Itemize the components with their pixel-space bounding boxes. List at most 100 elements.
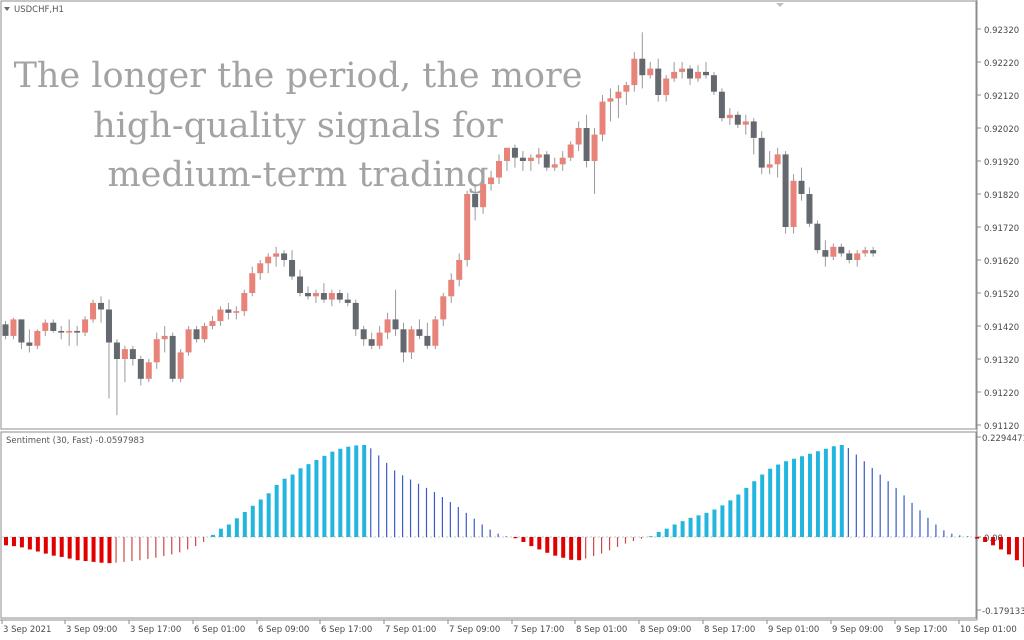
- histogram-bar: [792, 458, 797, 537]
- candle: [464, 190, 471, 267]
- histogram-bar: [664, 528, 669, 537]
- histogram-bar: [529, 537, 534, 547]
- time-axis-label: 3 Sep 2021: [3, 625, 51, 635]
- histogram-bar: [234, 518, 239, 537]
- histogram-bar: [903, 495, 905, 537]
- candle-body: [679, 68, 686, 72]
- candle-body: [607, 98, 614, 102]
- time-axis: 3 Sep 2021 3 Sep 09:00 3 Sep 17:00 6 Sep…: [1, 620, 1017, 635]
- candle: [631, 52, 638, 92]
- candle-body: [82, 319, 89, 333]
- histogram-bar: [1014, 537, 1019, 561]
- candle-body: [384, 319, 391, 333]
- price-axis-label: 0.91920: [984, 158, 1019, 168]
- histogram-bar: [322, 455, 327, 537]
- candle-body: [862, 250, 869, 254]
- candle-body: [273, 253, 280, 257]
- histogram-bar: [75, 537, 80, 561]
- histogram-bar: [314, 459, 319, 537]
- candle-body: [297, 276, 304, 293]
- candle-body: [870, 250, 877, 254]
- candle: [766, 151, 773, 175]
- histogram-bar: [744, 487, 749, 537]
- histogram-bar: [545, 537, 550, 553]
- candle: [105, 299, 112, 399]
- candle: [846, 250, 853, 264]
- candle: [511, 144, 518, 168]
- candle-body: [440, 296, 447, 320]
- symbol-title: USDCHF,H1: [14, 5, 64, 15]
- candle-body: [543, 154, 550, 168]
- histogram-bar: [394, 470, 396, 537]
- candle: [289, 250, 296, 280]
- candle-body: [90, 302, 97, 320]
- candle: [10, 317, 17, 340]
- candle: [257, 260, 264, 280]
- histogram-bar: [815, 451, 820, 537]
- candle-body: [456, 260, 463, 280]
- candle-body: [209, 321, 216, 326]
- time-axis-label: 7 Sep 09:00: [449, 625, 500, 635]
- histogram-bar: [195, 537, 197, 547]
- candle-body: [392, 319, 399, 330]
- candle-body: [376, 332, 383, 346]
- chart-shift-marker-icon[interactable]: [776, 3, 784, 7]
- indicator-title: Sentiment (30, Fast) -0.0597983: [6, 436, 144, 446]
- price-axis-label: 0.91820: [984, 191, 1019, 201]
- price-axis: 0.92320 0.92220 0.92120 0.92020 0.91920 …: [977, 26, 1019, 432]
- histogram-bar: [696, 515, 701, 537]
- histogram-bar: [425, 487, 428, 537]
- candle: [559, 151, 566, 171]
- time-axis-label: 7 Sep 01:00: [385, 625, 436, 635]
- histogram-bar: [831, 446, 836, 537]
- candle-body: [249, 273, 256, 293]
- histogram-bar: [863, 461, 865, 537]
- candle-body: [336, 293, 343, 300]
- price-axis-label: 0.91420: [984, 323, 1019, 333]
- histogram-bar: [983, 537, 988, 542]
- candlestick-series: [2, 32, 877, 416]
- candle-body: [655, 68, 662, 95]
- price-axis-label: 0.92020: [984, 125, 1019, 135]
- histogram-bar: [847, 447, 849, 537]
- indicator-pane[interactable]: [0, 431, 977, 619]
- candle-body: [257, 263, 264, 274]
- candle: [265, 253, 272, 274]
- histogram-bar: [720, 505, 725, 537]
- price-pane[interactable]: [0, 0, 977, 430]
- candle: [82, 316, 89, 336]
- candle-body: [113, 342, 120, 359]
- histogram-bar: [624, 537, 627, 544]
- histogram-bar: [409, 479, 412, 537]
- candle-body: [798, 180, 805, 194]
- candle-body: [567, 144, 574, 158]
- candle: [726, 108, 733, 125]
- histogram-bar: [879, 474, 881, 537]
- histogram-bar: [728, 500, 733, 537]
- candle: [153, 332, 160, 369]
- histogram-bar: [648, 536, 653, 537]
- time-axis-label: 9 Sep 09:00: [832, 625, 883, 635]
- candle: [169, 332, 176, 383]
- histogram-bar: [768, 468, 773, 537]
- candle: [2, 321, 9, 340]
- time-axis-label: 8 Sep 09:00: [640, 625, 691, 635]
- window-menu-arrow-icon[interactable]: [4, 7, 10, 11]
- histogram-bar: [83, 537, 88, 562]
- candle-body: [193, 329, 200, 340]
- histogram-bar: [712, 509, 717, 537]
- candle-body: [599, 101, 606, 135]
- histogram-bar: [187, 537, 189, 550]
- histogram-bar: [505, 536, 507, 537]
- candle: [527, 154, 534, 171]
- histogram-bar: [378, 455, 380, 537]
- histogram-bar: [784, 461, 789, 537]
- price-axis-label: 0.91720: [984, 224, 1019, 234]
- candle: [814, 220, 821, 254]
- histogram-bar: [927, 517, 929, 537]
- candle: [551, 157, 558, 171]
- histogram-bar: [616, 537, 619, 547]
- histogram-bar: [163, 537, 165, 557]
- histogram-bar: [457, 507, 459, 537]
